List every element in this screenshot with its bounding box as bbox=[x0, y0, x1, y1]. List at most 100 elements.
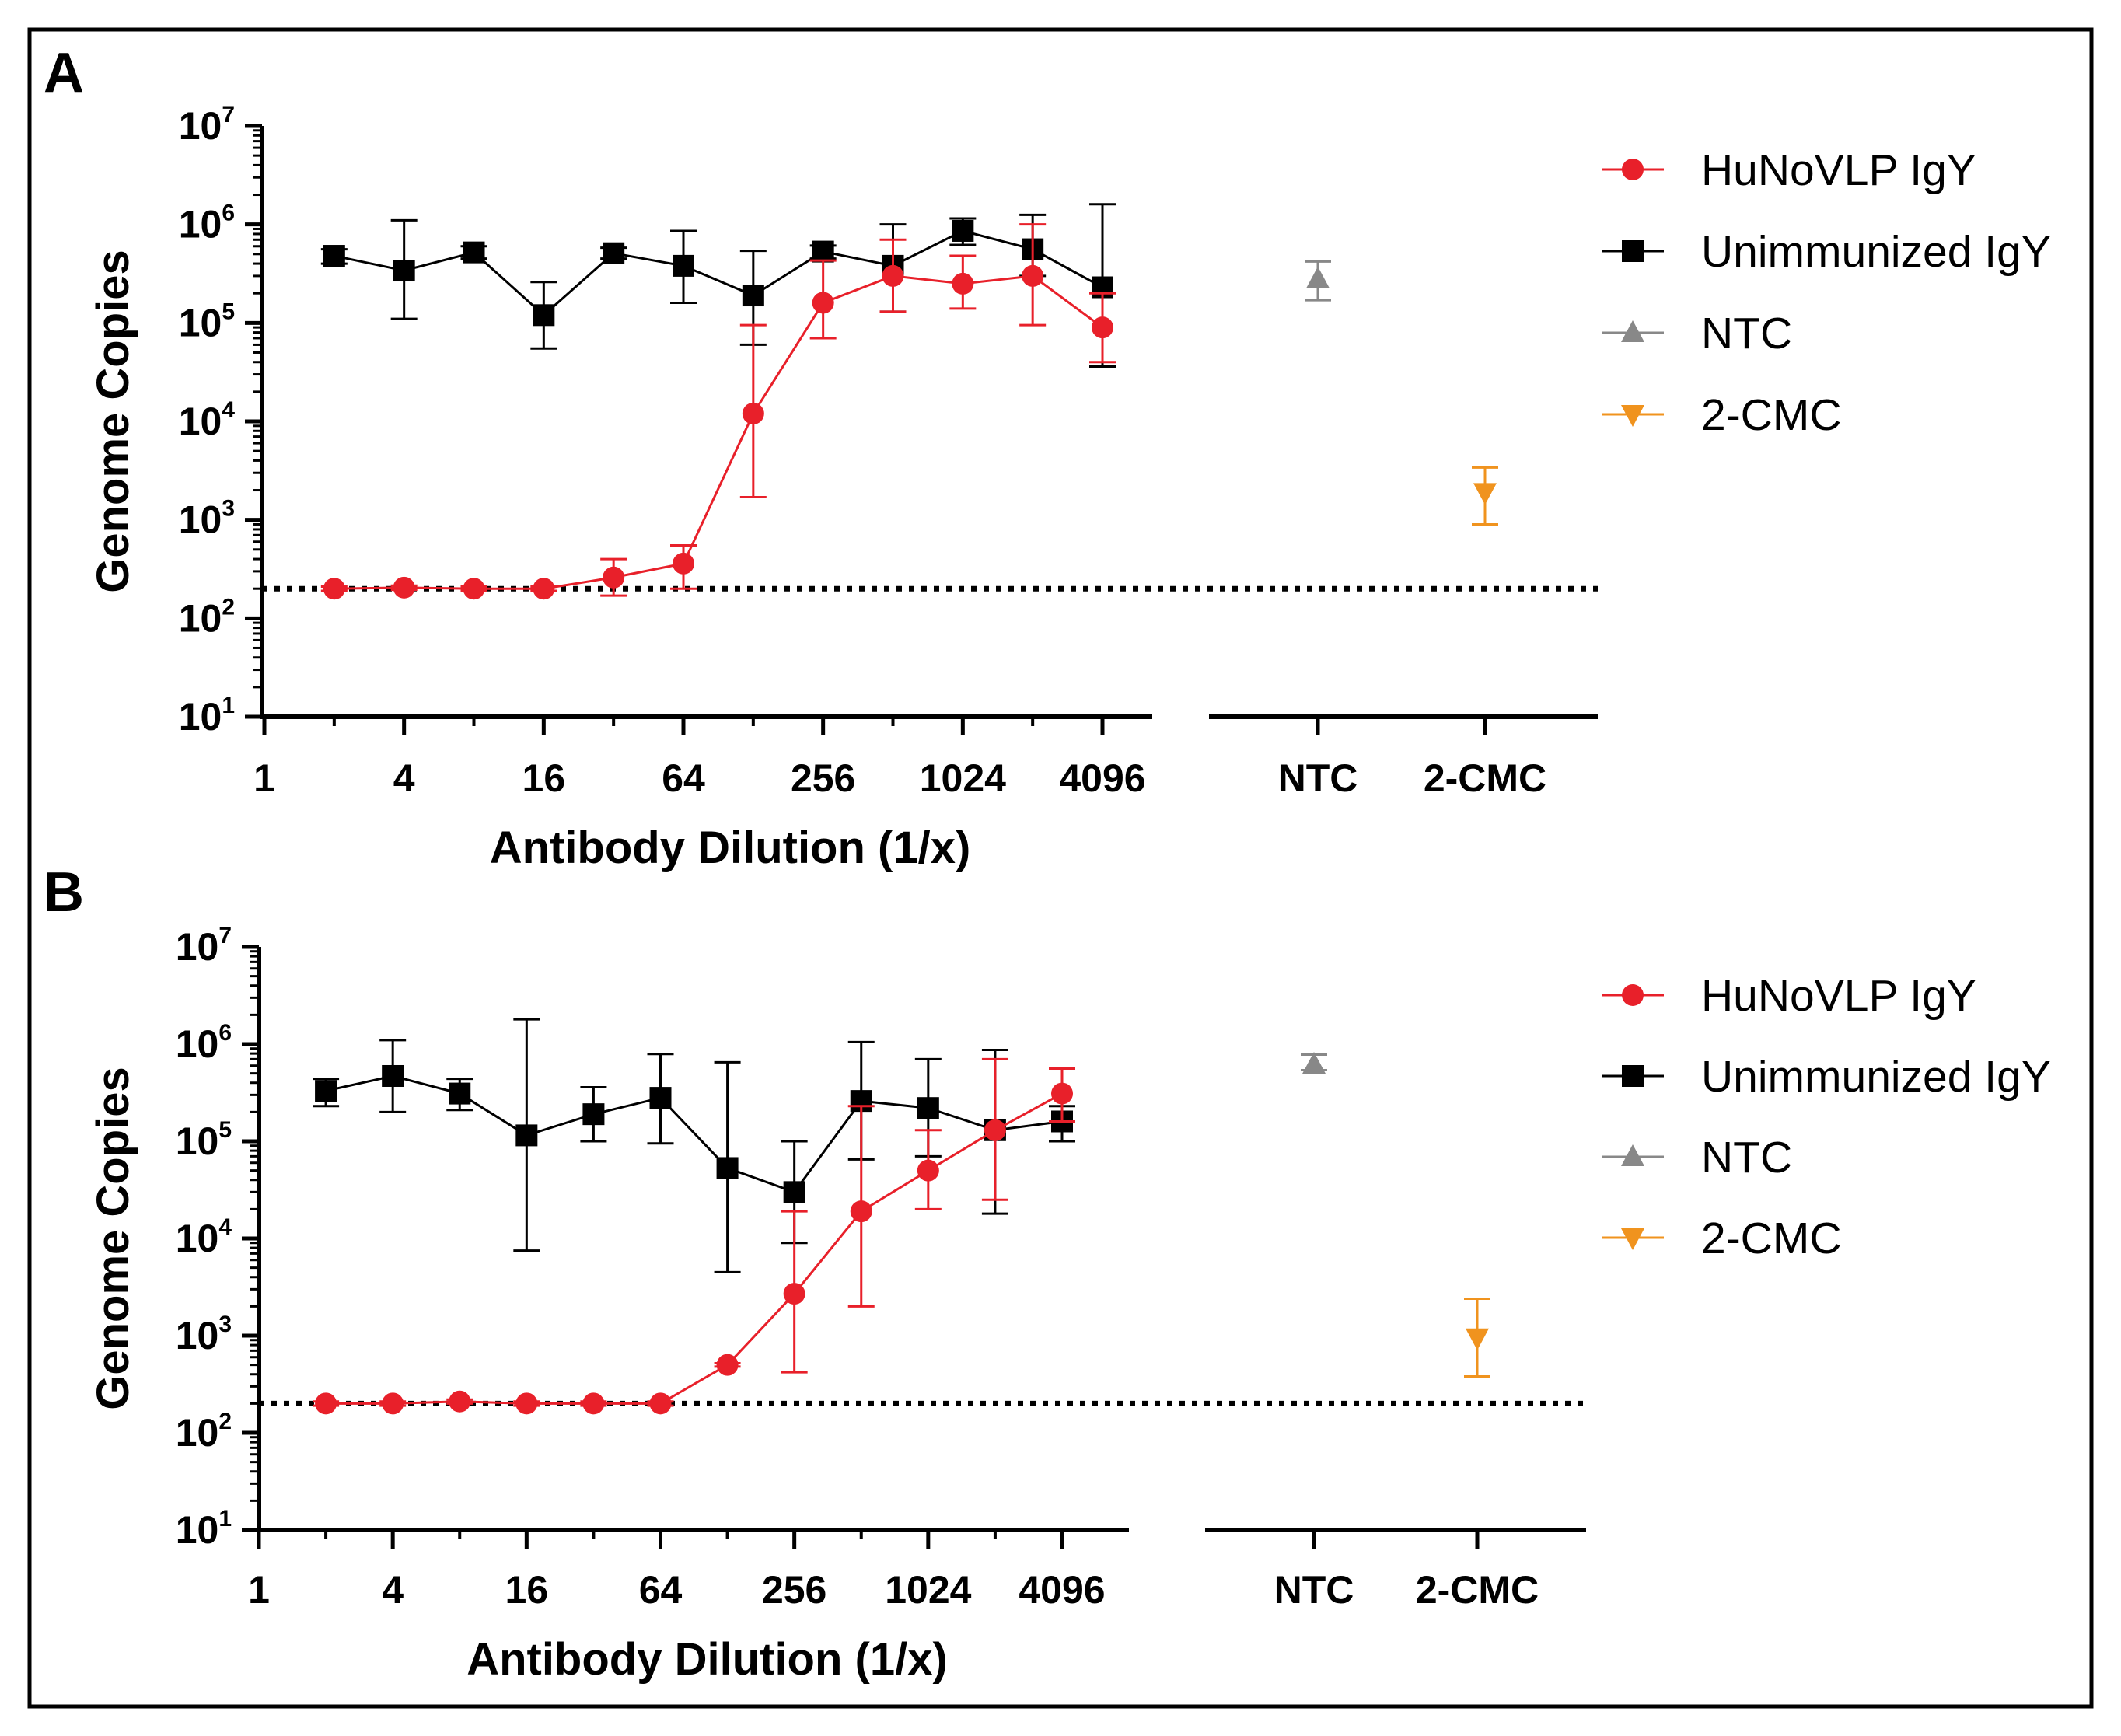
figure-border bbox=[27, 27, 2094, 1709]
y-tick-base: 10 bbox=[176, 1119, 219, 1163]
data-point bbox=[603, 242, 625, 264]
legend-marker bbox=[1621, 320, 1644, 342]
x-tick-label: 1024 bbox=[885, 1568, 971, 1612]
x-tick-label: 4096 bbox=[1019, 1568, 1105, 1612]
y-tick-base: 10 bbox=[179, 301, 222, 344]
y-tick-base: 10 bbox=[179, 695, 222, 739]
y-tick-base: 10 bbox=[176, 1022, 219, 1066]
data-point bbox=[582, 1103, 605, 1126]
panel-label: B bbox=[44, 861, 84, 924]
data-point bbox=[382, 1392, 404, 1415]
y-tick-base: 10 bbox=[179, 400, 222, 443]
legend-item: 2-CMC bbox=[1602, 1214, 1842, 1263]
panel-label: A bbox=[44, 42, 84, 104]
x-tick-label: 256 bbox=[762, 1568, 826, 1612]
control-tick-label: 2-CMC bbox=[1416, 1568, 1539, 1612]
data-point bbox=[984, 1119, 1006, 1141]
legend-item: Unimmunized IgY bbox=[1602, 1052, 2051, 1102]
y-axis-title: Genome Copies bbox=[88, 1067, 138, 1410]
data-point bbox=[882, 264, 904, 287]
data-point bbox=[952, 272, 974, 295]
y-tick-label: 106 bbox=[179, 201, 235, 246]
x-tick-label: 64 bbox=[662, 756, 705, 800]
data-point bbox=[812, 292, 834, 314]
series-hunovlp-igy bbox=[313, 1057, 1075, 1415]
y-tick-base: 10 bbox=[176, 925, 219, 969]
y-tick-base: 10 bbox=[176, 1411, 219, 1455]
y-tick-label: 104 bbox=[179, 397, 236, 443]
y-tick-exponent: 3 bbox=[222, 496, 235, 522]
legend: HuNoVLP IgY Unimmunized IgY NTC 2-CMC bbox=[1602, 145, 2051, 440]
data-point bbox=[783, 1283, 805, 1305]
y-tick-base: 10 bbox=[176, 1314, 219, 1357]
legend-marker bbox=[1621, 405, 1644, 427]
x-tick-label: 256 bbox=[791, 756, 855, 800]
legend-label: HuNoVLP IgY bbox=[1701, 971, 1976, 1021]
data-point bbox=[673, 552, 694, 575]
data-point bbox=[1092, 316, 1113, 339]
y-tick-label: 101 bbox=[176, 1506, 232, 1552]
data-point bbox=[812, 240, 834, 263]
data-point bbox=[952, 219, 974, 242]
data-point bbox=[449, 1390, 471, 1413]
data-point bbox=[850, 1200, 872, 1223]
y-tick-label: 105 bbox=[179, 299, 235, 344]
data-point bbox=[463, 241, 485, 264]
legend-item: Unimmunized IgY bbox=[1602, 227, 2051, 277]
control-2-cmc bbox=[1472, 466, 1498, 526]
data-point bbox=[649, 1392, 672, 1415]
control-tick-label: NTC bbox=[1278, 756, 1358, 800]
x-axis-title: Antibody Dilution (1/x) bbox=[490, 823, 971, 873]
y-tick-label: 107 bbox=[179, 102, 235, 148]
legend-marker bbox=[1622, 984, 1644, 1006]
data-point bbox=[716, 1354, 739, 1376]
data-point bbox=[673, 254, 694, 277]
y-tick-exponent: 7 bbox=[218, 923, 232, 948]
x-tick-label: 4096 bbox=[1059, 756, 1145, 800]
x-tick-label: 4 bbox=[382, 1568, 404, 1612]
control-tick-label: 2-CMC bbox=[1424, 756, 1546, 800]
series-line bbox=[334, 274, 1103, 590]
legend-item: 2-CMC bbox=[1602, 390, 1842, 440]
y-tick-base: 10 bbox=[179, 104, 222, 148]
data-point bbox=[1022, 264, 1044, 287]
data-point bbox=[315, 1392, 337, 1415]
y-tick-label: 103 bbox=[176, 1312, 232, 1357]
control-2-cmc bbox=[1464, 1297, 1490, 1378]
y-tick-exponent: 6 bbox=[222, 201, 235, 226]
legend-label: Unimmunized IgY bbox=[1701, 1052, 2051, 1102]
y-tick-exponent: 1 bbox=[222, 693, 235, 718]
data-point bbox=[917, 1159, 939, 1182]
series-line bbox=[334, 229, 1103, 317]
y-tick-label: 102 bbox=[176, 1409, 232, 1455]
legend-label: HuNoVLP IgY bbox=[1701, 145, 1976, 195]
data-point bbox=[382, 1064, 404, 1087]
y-tick-exponent: 1 bbox=[218, 1506, 232, 1532]
y-tick-exponent: 2 bbox=[222, 594, 235, 620]
data-point bbox=[1302, 1051, 1326, 1074]
data-point bbox=[742, 402, 764, 424]
y-tick-exponent: 7 bbox=[222, 102, 235, 127]
x-axis-title: Antibody Dilution (1/x) bbox=[466, 1634, 948, 1685]
legend-label: NTC bbox=[1701, 1133, 1792, 1182]
x-tick-label: 1024 bbox=[920, 756, 1006, 800]
y-tick-label: 102 bbox=[179, 594, 235, 640]
legend-marker bbox=[1622, 240, 1644, 262]
control-ntc bbox=[1305, 260, 1331, 302]
legend-item: HuNoVLP IgY bbox=[1602, 145, 1976, 195]
y-tick-base: 10 bbox=[179, 203, 222, 246]
y-tick-label: 103 bbox=[179, 496, 235, 542]
data-point bbox=[603, 566, 625, 589]
x-tick-label: 16 bbox=[522, 756, 566, 800]
data-point bbox=[582, 1392, 605, 1415]
control-tick-label: NTC bbox=[1274, 1568, 1354, 1612]
y-tick-label: 105 bbox=[176, 1117, 232, 1163]
data-point bbox=[533, 578, 555, 600]
data-point bbox=[533, 304, 555, 327]
y-tick-exponent: 2 bbox=[218, 1409, 232, 1434]
y-axis-title: Genome Copies bbox=[88, 250, 138, 593]
data-point bbox=[323, 245, 345, 267]
